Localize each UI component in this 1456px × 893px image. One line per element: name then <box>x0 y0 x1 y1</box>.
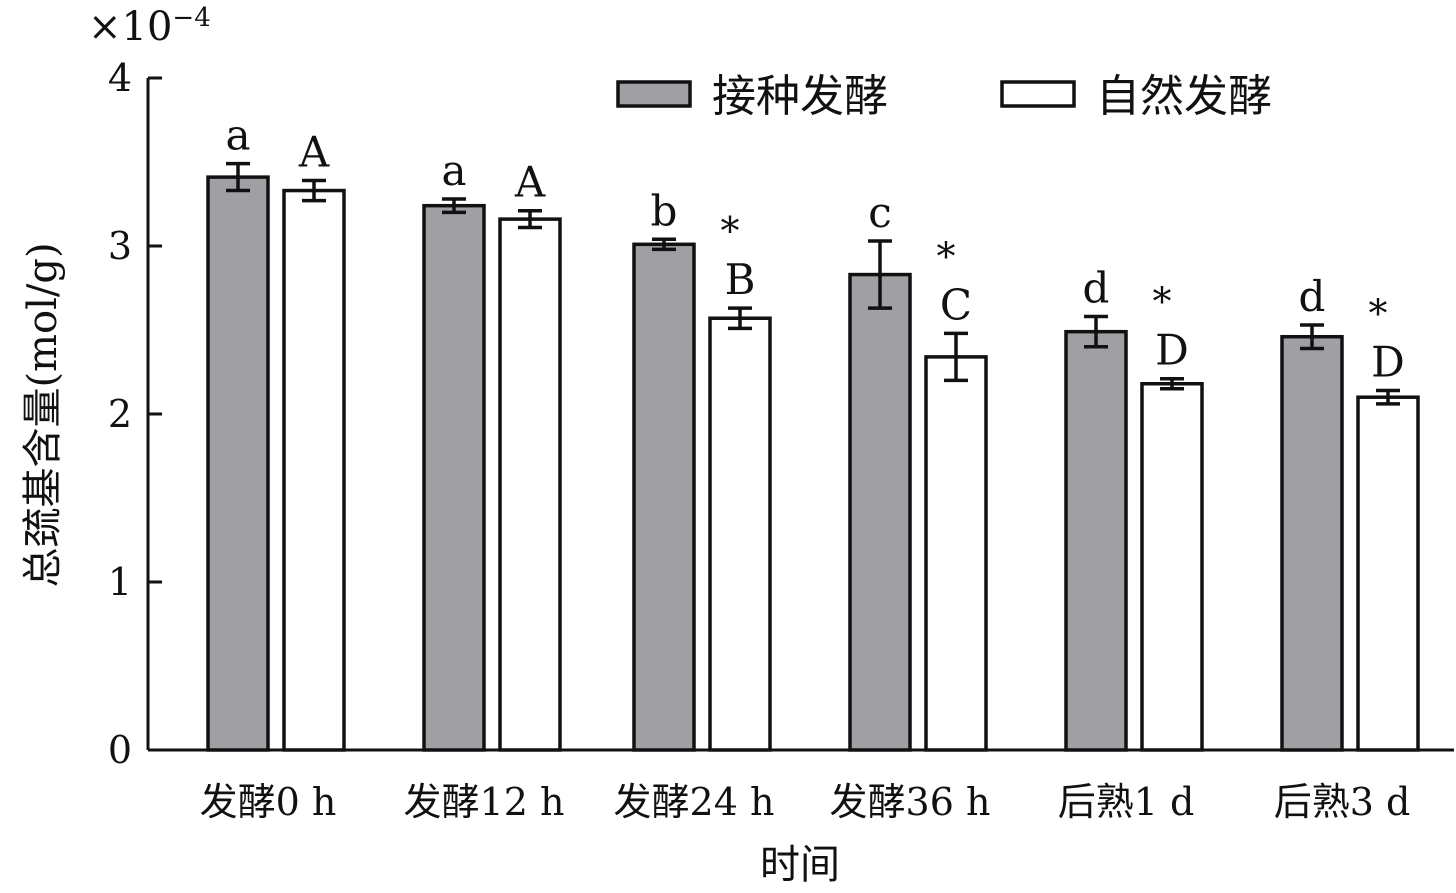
significance-letter: D <box>1155 326 1189 375</box>
bar <box>1064 329 1128 752</box>
bar <box>1280 334 1344 752</box>
x-tick-label: 发酵0 h <box>200 780 337 824</box>
significance-letter: c <box>868 188 892 237</box>
x-tick-label: 发酵24 h <box>614 780 775 824</box>
legend-swatch <box>616 80 692 108</box>
significance-letter: A <box>298 127 330 176</box>
bar <box>632 242 696 752</box>
legend: 接种发酵 自然发酵 <box>616 71 1272 122</box>
bar <box>1140 382 1204 752</box>
x-axis: 发酵0 h 发酵12 h 发酵24 h 发酵36 h 后熟1 d 后熟3 d <box>148 748 1454 824</box>
bar <box>708 316 772 752</box>
x-tick-label: 发酵12 h <box>404 780 565 824</box>
bar <box>924 355 988 752</box>
legend-label: 自然发酵 <box>1096 71 1272 122</box>
y-tick-label: 0 <box>108 728 132 772</box>
bar <box>848 272 912 752</box>
bar <box>282 188 346 752</box>
significance-letter: D <box>1371 337 1405 386</box>
significance-letter: A <box>514 158 546 207</box>
y-tick-label: 4 <box>108 56 132 100</box>
y-axis-multiplier: ×10−4 <box>88 3 211 50</box>
legend-swatch <box>1000 80 1076 108</box>
significance-letter: d <box>1083 264 1110 313</box>
y-axis-title: 总巯基含量(mol/g) <box>20 242 66 587</box>
significance-star: * <box>1153 280 1172 324</box>
significance-star: * <box>937 234 956 278</box>
bar <box>498 217 562 752</box>
x-tick-label: 后熟3 d <box>1274 780 1411 824</box>
significance-letter: a <box>225 111 250 160</box>
significance-letter: a <box>441 146 466 195</box>
bar <box>422 203 486 752</box>
y-tick-label: 3 <box>108 224 132 268</box>
x-tick-label: 发酵36 h <box>830 780 991 824</box>
bar <box>1356 395 1420 752</box>
y-tick-label: 2 <box>108 392 132 436</box>
y-axis: 0 1 2 3 4 <box>108 56 162 772</box>
significance-star: * <box>1369 291 1388 335</box>
significance-letter: d <box>1299 272 1326 321</box>
significance-letter: C <box>940 280 972 329</box>
significance-letter: b <box>651 186 678 235</box>
x-tick-label: 后熟1 d <box>1058 780 1195 824</box>
bar <box>206 175 270 752</box>
significance-star: * <box>721 209 740 253</box>
legend-label: 接种发酵 <box>712 71 888 122</box>
x-axis-title: 时间 <box>760 842 840 888</box>
y-tick-label: 1 <box>108 560 132 604</box>
significance-letter: B <box>725 255 756 304</box>
